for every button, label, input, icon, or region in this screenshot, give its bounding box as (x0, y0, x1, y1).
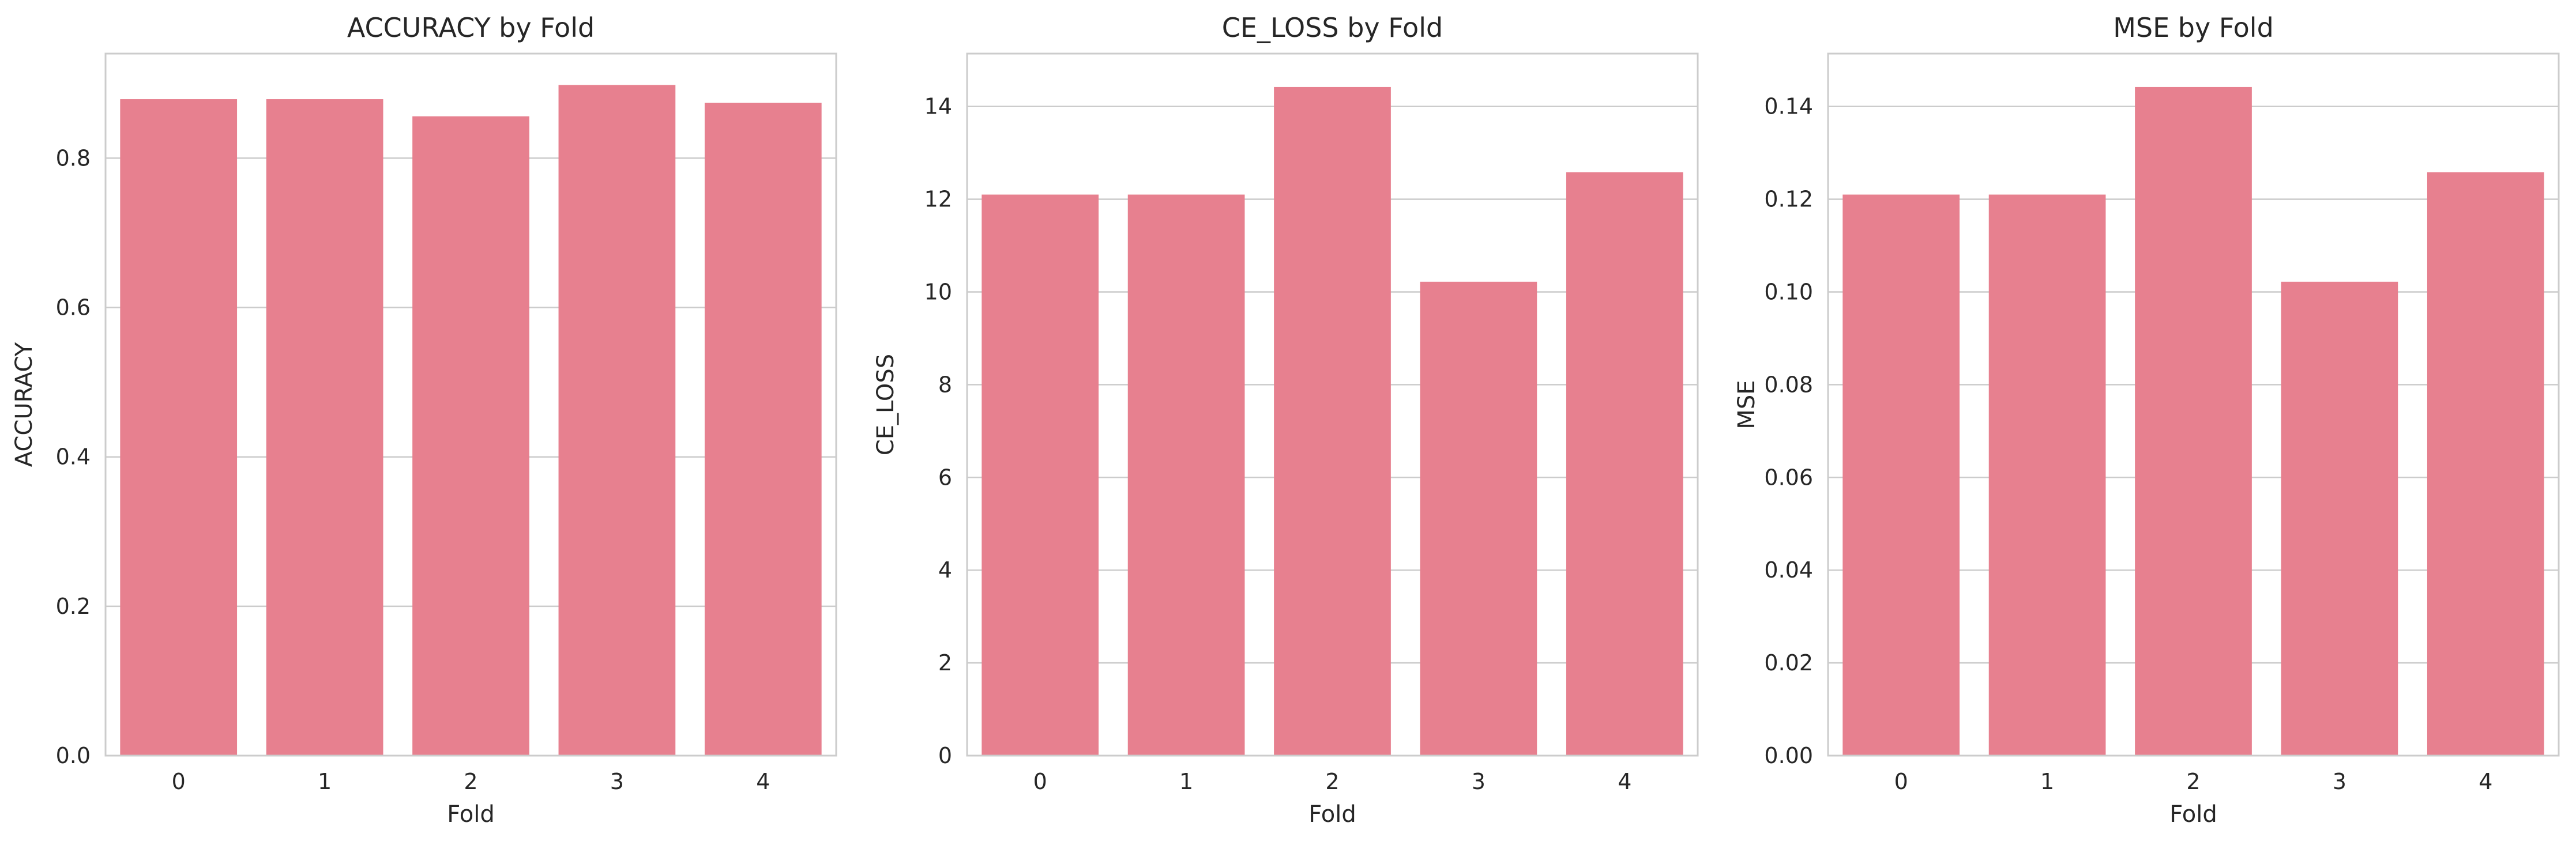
bar-fold-0 (981, 194, 1099, 756)
y-tick-label: 0.02 (1764, 650, 1813, 676)
bar-fold-1 (1988, 194, 2106, 756)
y-tick-label: 0.08 (1764, 372, 1813, 397)
x-tick-label: 3 (1472, 769, 1486, 794)
x-tick-label: 3 (2333, 769, 2346, 794)
x-tick-label: 2 (464, 769, 477, 794)
y-tick-label: 0.8 (56, 145, 91, 171)
bar-fold-4 (704, 103, 822, 756)
bar-fold-4 (2427, 172, 2544, 756)
y-tick-label: 0.14 (1764, 94, 1813, 119)
chart-panel-0: 0.0 0.2 0.4 0.6 0.8 0 1 2 3 4 ACCURACY by Fold Fold… (11, 12, 837, 828)
chart-panel-2: 0.00 0.02 0.04 0.06 0.08 0.10 0.12 0.14 0 1 2 3 4 MSE… (1733, 12, 2560, 828)
x-tick-label: 2 (1325, 769, 1339, 794)
bar-fold-4 (1566, 172, 1683, 756)
y-tick-label: 0.00 (1764, 743, 1813, 768)
x-axis-label: Fold (1308, 801, 1356, 828)
plot-frame (1827, 52, 2560, 757)
chart-title: ACCURACY by Fold (347, 12, 595, 43)
x-axis-label: Fold (447, 801, 495, 828)
y-tick-label: 0 (938, 743, 952, 768)
x-tick-label: 2 (2186, 769, 2200, 794)
y-axis-label: CE_LOSS (873, 354, 899, 455)
chart-title: MSE by Fold (2113, 12, 2274, 43)
y-tick-label: 0.12 (1764, 187, 1813, 212)
x-tick-label: 4 (1618, 769, 1631, 794)
y-tick-label: 0.10 (1764, 280, 1813, 305)
bar-fold-0 (1842, 194, 1960, 756)
x-tick-label: 1 (318, 769, 332, 794)
y-axis-label: MSE (1733, 380, 1760, 429)
bar-fold-2 (1274, 86, 1391, 756)
bar-fold-3 (558, 85, 676, 756)
bar-fold-0 (120, 99, 238, 756)
bar-fold-3 (1420, 281, 1537, 756)
y-tick-label: 10 (924, 280, 952, 305)
bar-fold-1 (1127, 194, 1245, 756)
bar-fold-2 (412, 116, 529, 756)
bar-fold-3 (2281, 281, 2398, 756)
y-tick-label: 0.6 (56, 295, 91, 320)
plot-frame (104, 52, 837, 757)
y-tick-label: 6 (938, 465, 952, 490)
x-tick-label: 4 (756, 769, 770, 794)
x-tick-label: 1 (1179, 769, 1193, 794)
x-tick-label: 0 (172, 769, 186, 794)
y-tick-label: 0.2 (56, 594, 91, 619)
x-tick-label: 3 (610, 769, 624, 794)
y-tick-label: 0.06 (1764, 465, 1813, 490)
x-tick-label: 0 (1033, 769, 1047, 794)
x-tick-label: 0 (1894, 769, 1908, 794)
plot-frame (966, 52, 1699, 757)
y-tick-label: 8 (938, 372, 952, 397)
bar-fold-1 (266, 99, 383, 756)
x-tick-label: 4 (2479, 769, 2492, 794)
y-axis-label: ACCURACY (11, 342, 37, 467)
y-tick-label: 12 (924, 187, 952, 212)
y-tick-label: 14 (924, 94, 952, 119)
x-tick-label: 1 (2040, 769, 2054, 794)
y-tick-label: 0.4 (56, 444, 91, 470)
y-tick-label: 2 (938, 650, 952, 676)
y-tick-label: 0.04 (1764, 557, 1813, 583)
chart-title: CE_LOSS by Fold (1222, 12, 1443, 43)
x-axis-label: Fold (2169, 801, 2217, 828)
bar-fold-2 (2135, 86, 2252, 756)
y-tick-label: 0.0 (56, 743, 91, 768)
y-tick-label: 4 (938, 557, 952, 583)
